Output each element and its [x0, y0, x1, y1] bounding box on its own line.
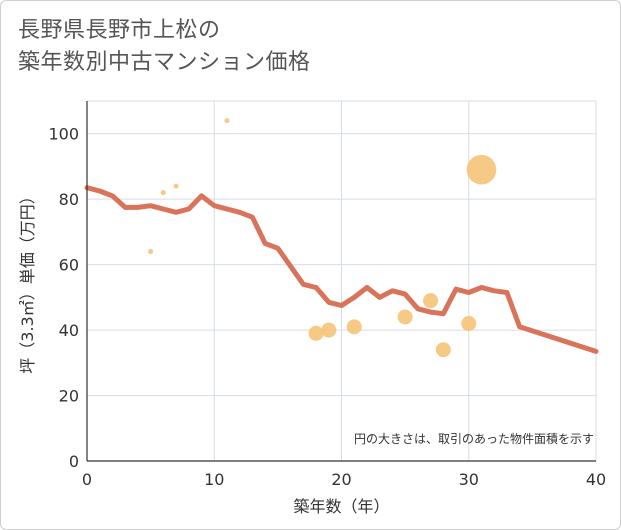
- x-tick-label: 30: [459, 470, 479, 489]
- data-point-bubble: [435, 342, 451, 358]
- data-point-bubble: [321, 322, 337, 338]
- data-point-bubble: [397, 309, 413, 325]
- axes: [86, 101, 596, 462]
- grid: [87, 100, 597, 461]
- trend-line: [84, 185, 599, 354]
- y-axis-title: 坪（3.3㎡）単価（万円）: [18, 188, 37, 373]
- chart-title-line2: 築年数別中古マンション価格: [18, 50, 311, 75]
- x-tick-label: 20: [331, 470, 351, 489]
- data-point-bubble: [423, 293, 439, 309]
- trend-layer: [84, 185, 599, 354]
- x-tick-label: 0: [82, 470, 92, 489]
- y-tick-label: 0: [69, 452, 79, 471]
- data-point-bubble: [224, 118, 230, 124]
- bubble-size-note: 円の大きさは、取引のあった物件面積を示す: [354, 431, 594, 446]
- y-tick-label: 80: [59, 190, 79, 209]
- x-tick-label: 10: [204, 470, 224, 489]
- chart-title: 長野県長野市上松の 築年数別中古マンション価格: [18, 15, 311, 79]
- data-point-bubble: [346, 319, 362, 335]
- data-point-bubble: [466, 154, 497, 185]
- data-point-bubble: [308, 325, 324, 341]
- x-axis-title: 築年数（年）: [293, 497, 389, 516]
- y-tick-label: 60: [59, 256, 79, 275]
- data-point-bubble: [148, 249, 154, 255]
- y-tick-label: 40: [59, 321, 79, 340]
- data-point-bubble: [461, 316, 477, 332]
- bubble-layer: [148, 118, 497, 358]
- data-point-bubble: [173, 183, 179, 189]
- x-tick-label: 40: [586, 470, 606, 489]
- tick-labels: 0 10 20 30 40 0 20 40 60 80 100: [48, 125, 606, 489]
- y-tick-label: 100: [48, 125, 79, 144]
- y-tick-label: 20: [59, 387, 79, 406]
- chart-title-line1: 長野県長野市上松の: [18, 18, 221, 43]
- data-point-bubble: [160, 190, 166, 196]
